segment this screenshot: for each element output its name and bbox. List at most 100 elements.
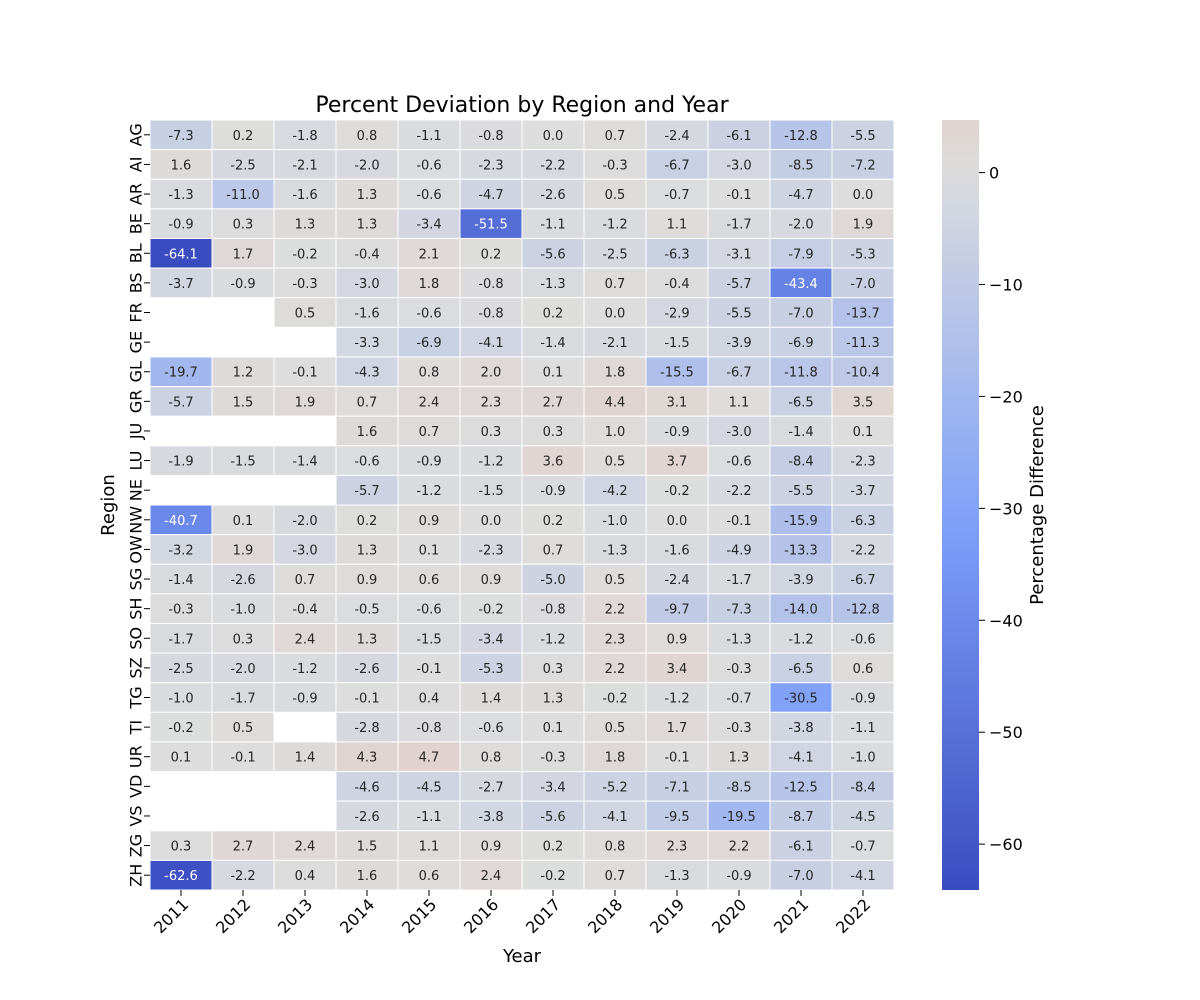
cell-value-label: -0.1 <box>230 751 255 766</box>
cell-value-label: -4.1 <box>602 810 627 825</box>
cell-value-label: 1.6 <box>171 158 192 173</box>
cell-value-label: -5.3 <box>478 662 503 677</box>
heatmap-cell <box>149 237 213 269</box>
cell-value-label: 0.4 <box>295 869 316 884</box>
heatmap-cell <box>583 593 647 624</box>
heatmap-cell <box>583 237 647 269</box>
heatmap-cell <box>645 415 709 447</box>
heatmap-cell <box>521 386 585 417</box>
cell-value-label: -2.1 <box>292 158 317 173</box>
cell-value-label: 1.6 <box>357 425 378 440</box>
cell-value-label: 0.5 <box>295 307 316 322</box>
y-tick-label: NW <box>127 506 146 534</box>
cell-value-label: -10.4 <box>846 366 880 381</box>
heatmap-cell <box>707 504 771 536</box>
heatmap-cell <box>831 474 895 506</box>
cell-value-label: 0.9 <box>357 573 378 588</box>
cell-value-label: -15.5 <box>660 366 694 381</box>
heatmap-cell <box>645 741 709 773</box>
cell-value-label: -7.9 <box>788 247 813 262</box>
cell-value-label: 4.4 <box>605 395 626 410</box>
cell-value-label: -1.2 <box>788 632 813 647</box>
x-tick-label: 2022 <box>832 895 874 937</box>
heatmap-cell <box>335 149 399 180</box>
heatmap-cell <box>645 711 709 743</box>
cell-value-label: -7.0 <box>788 307 813 322</box>
cell-value-label: -3.1 <box>726 247 751 262</box>
cell-value-label: -0.1 <box>416 662 441 677</box>
cell-value-label: -7.3 <box>168 129 193 144</box>
heatmap-cell <box>459 622 523 654</box>
cell-value-label: -1.0 <box>230 603 255 618</box>
cell-value-label: -1.5 <box>416 632 441 647</box>
heatmap-cell <box>459 711 523 743</box>
cell-value-label: 0.5 <box>233 721 254 736</box>
cell-value-label: -2.2 <box>850 543 875 558</box>
heatmap-cell <box>273 237 337 269</box>
cell-value-label: 3.5 <box>853 395 874 410</box>
cell-value-label: -1.1 <box>416 129 441 144</box>
cell-value-label: -2.2 <box>230 869 255 884</box>
cell-value-label: 0.8 <box>419 366 440 381</box>
cell-value-label: -6.5 <box>788 662 813 677</box>
y-tick-label: ZH <box>127 864 146 887</box>
cell-value-label: -0.1 <box>292 366 317 381</box>
heatmap-cell <box>521 652 585 684</box>
cell-value-label: -6.7 <box>664 158 689 173</box>
cell-value-label: -8.5 <box>726 780 751 795</box>
cell-value-label: -3.7 <box>850 484 875 499</box>
y-tick-label: BS <box>127 272 146 293</box>
cell-value-label: -0.9 <box>292 692 317 707</box>
cell-value-label: 3.6 <box>543 455 564 470</box>
cell-value-label: -8.4 <box>788 455 813 470</box>
cell-value-label: -2.3 <box>850 455 875 470</box>
cell-value-label: 1.5 <box>233 395 254 410</box>
cell-value-label: -3.0 <box>292 543 317 558</box>
cell-value-label: 1.3 <box>729 751 750 766</box>
y-tick-label: FR <box>127 302 146 322</box>
cell-value-label: -2.0 <box>354 158 379 173</box>
cell-value-label: -4.5 <box>416 780 441 795</box>
heatmap-cell <box>707 741 771 773</box>
cell-value-label: -8.7 <box>788 810 813 825</box>
cell-value-label: 1.1 <box>667 218 688 233</box>
heatmap-cell <box>211 830 275 861</box>
heatmap-cell <box>459 474 523 506</box>
cell-value-label: 0.1 <box>233 514 254 529</box>
cell-value-label: 1.7 <box>667 721 688 736</box>
cell-value-label: -1.3 <box>168 188 193 203</box>
colorbar-tick-label: −30 <box>989 499 1023 518</box>
heatmap-cell <box>521 741 585 773</box>
cell-value-label: 1.3 <box>295 218 316 233</box>
cell-value-label: 0.7 <box>605 129 626 144</box>
y-tick-label: SH <box>127 598 146 620</box>
cell-value-label: -6.5 <box>788 395 813 410</box>
x-tick-label: 2021 <box>770 895 812 937</box>
cell-value-label: -6.1 <box>726 129 751 144</box>
cell-value-label: -4.2 <box>602 484 627 499</box>
heatmap-cell <box>831 652 895 684</box>
y-tick-label: AG <box>127 123 146 146</box>
cell-value-label: 1.3 <box>357 218 378 233</box>
x-tick-label: 2020 <box>708 895 750 937</box>
cell-value-label: -7.3 <box>726 603 751 618</box>
heatmap-cell <box>397 534 461 565</box>
heatmap-cell <box>521 267 585 299</box>
heatmap-cell <box>521 178 585 210</box>
cell-value-label: -1.5 <box>664 336 689 351</box>
heatmap-cell <box>769 208 833 239</box>
cell-value-label: -4.7 <box>788 188 813 203</box>
cell-value-label: -3.0 <box>726 425 751 440</box>
cell-value-label: -19.5 <box>722 810 756 825</box>
cell-value-label: 0.7 <box>419 425 440 440</box>
cell-value-label: 1.8 <box>605 366 626 381</box>
cell-value-label: -0.6 <box>416 188 441 203</box>
cell-value-label: -1.6 <box>292 188 317 203</box>
cell-value-label: 1.3 <box>357 543 378 558</box>
heatmap-cell <box>521 415 585 447</box>
heatmap-cell <box>707 771 771 802</box>
cell-value-label: -0.9 <box>416 455 441 470</box>
cell-value-label: -0.2 <box>602 692 627 707</box>
heatmap-cell <box>583 445 647 476</box>
heatmap-cell <box>397 386 461 417</box>
